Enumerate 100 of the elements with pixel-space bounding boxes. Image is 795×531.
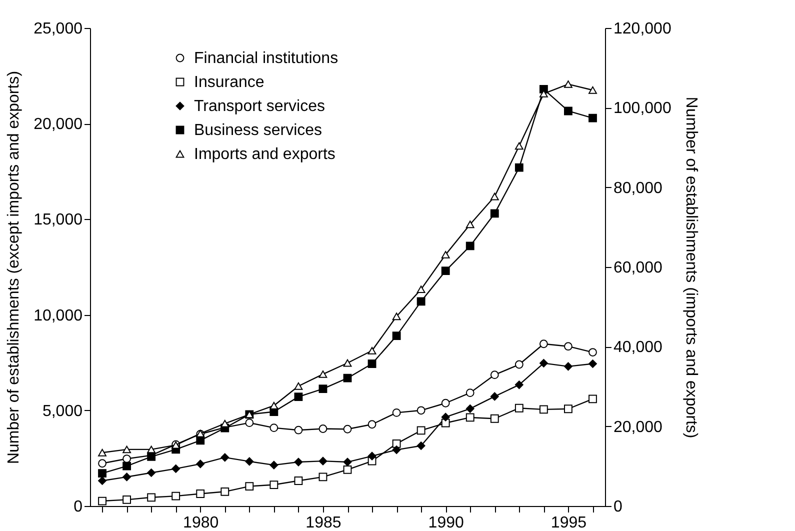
point	[490, 192, 499, 200]
point	[368, 346, 376, 354]
point	[441, 398, 450, 408]
point	[490, 392, 499, 401]
point	[98, 459, 106, 468]
point	[196, 436, 205, 445]
y2-tick-label: 0	[614, 498, 622, 516]
point	[98, 469, 106, 478]
point	[294, 476, 303, 485]
point	[318, 472, 328, 482]
point	[564, 404, 572, 414]
point	[466, 404, 474, 413]
point	[220, 420, 230, 428]
point	[318, 456, 328, 466]
point	[514, 380, 524, 389]
point	[172, 492, 180, 500]
point	[318, 384, 328, 393]
legend-label: Transport services	[194, 98, 325, 115]
point	[122, 472, 131, 482]
point	[294, 382, 303, 390]
point	[270, 402, 278, 410]
point	[392, 446, 401, 454]
point	[466, 220, 474, 228]
point	[122, 454, 131, 463]
point	[98, 476, 106, 485]
point	[514, 360, 524, 369]
y2-tick-label: 60,000	[614, 260, 663, 276]
y-tick-label: 5,000	[42, 402, 83, 420]
y2-tick-label: 40,000	[614, 339, 663, 356]
y-tick-label: 0	[74, 498, 83, 516]
point	[539, 405, 548, 414]
point	[270, 480, 278, 489]
point	[466, 413, 474, 422]
point	[147, 493, 156, 502]
point	[564, 362, 572, 371]
point	[416, 442, 426, 450]
point	[466, 242, 474, 250]
point	[416, 406, 426, 415]
y-tick-label: 20,000	[34, 116, 83, 134]
point	[441, 412, 450, 422]
legend-label: Business services	[194, 122, 322, 139]
point	[245, 418, 254, 428]
point	[318, 424, 328, 433]
point	[588, 86, 597, 94]
point	[490, 370, 499, 380]
point	[368, 452, 376, 460]
y-tick-label: 10,000	[34, 307, 83, 324]
point	[294, 392, 303, 402]
point	[343, 458, 352, 466]
point	[368, 420, 376, 429]
point	[196, 460, 205, 468]
point	[392, 332, 401, 340]
point	[441, 250, 450, 258]
legend-label: Financial institutions	[194, 50, 338, 67]
point	[343, 465, 352, 474]
point	[514, 142, 524, 150]
point	[343, 374, 352, 382]
point	[416, 426, 426, 435]
point	[564, 80, 572, 88]
point	[98, 496, 106, 506]
point	[368, 360, 376, 368]
x-tick-label: 1990	[428, 514, 464, 531]
point	[514, 404, 524, 412]
point	[588, 348, 597, 356]
point	[343, 424, 352, 434]
point	[539, 358, 548, 368]
point	[588, 360, 597, 368]
point	[122, 495, 131, 504]
point	[294, 426, 303, 434]
point	[564, 106, 572, 116]
y-axis-title: Number of establishments (except imports and exports)	[6, 70, 23, 464]
point	[270, 424, 278, 432]
point	[98, 448, 106, 456]
point	[416, 297, 426, 306]
y-tick-label: 25,000	[34, 20, 83, 38]
point	[122, 446, 131, 454]
point	[172, 464, 180, 473]
y2-tick-label: 80,000	[614, 180, 663, 197]
point	[147, 446, 156, 454]
point	[490, 209, 499, 218]
point	[220, 453, 230, 462]
point	[588, 394, 597, 404]
x-tick-label: 1995	[550, 514, 587, 531]
point	[392, 312, 401, 320]
point	[196, 490, 205, 498]
point	[564, 342, 572, 351]
point	[245, 482, 254, 491]
point	[318, 370, 328, 378]
y-tick-label: 15,000	[34, 212, 83, 229]
point	[147, 468, 156, 477]
point	[539, 340, 548, 348]
point	[220, 487, 230, 496]
point	[294, 458, 303, 466]
point	[392, 408, 401, 417]
point	[416, 286, 426, 294]
point	[343, 359, 352, 367]
point	[441, 266, 450, 276]
x-tick-label: 1980	[183, 514, 219, 531]
legend-label: Insurance	[194, 74, 264, 91]
point	[392, 439, 401, 448]
